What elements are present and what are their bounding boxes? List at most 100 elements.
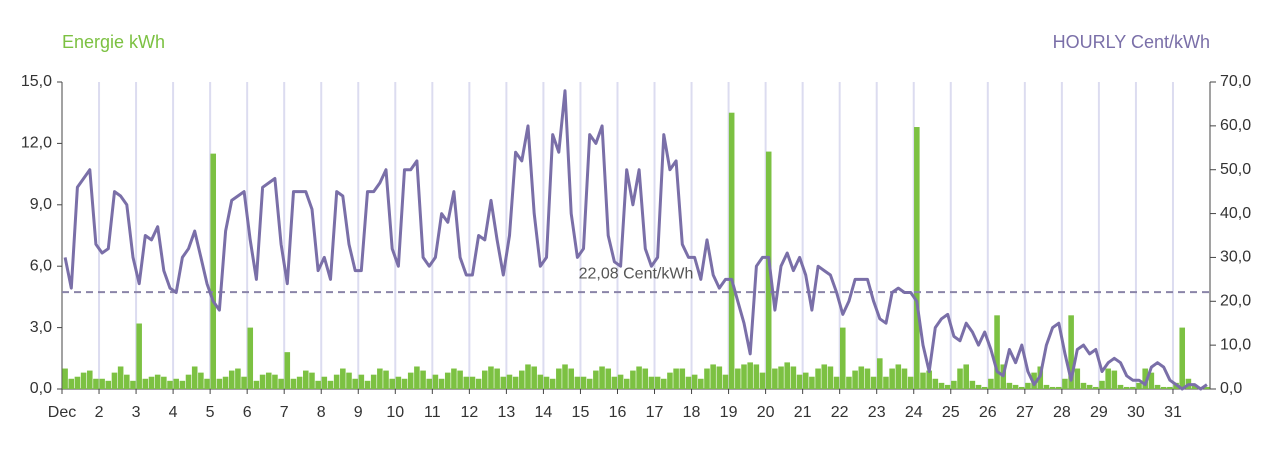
bar [802,372,809,389]
x-tick-label: 12 [460,404,478,421]
x-tick-label: 15 [572,404,590,421]
bar [340,368,346,389]
x-tick-label: Dec [48,404,76,421]
x-tick-label: 7 [280,404,289,421]
bar [1074,368,1081,389]
bar [198,372,204,389]
bar [105,380,112,389]
bar [1167,386,1173,389]
bar [327,380,334,389]
bar [62,368,68,389]
bar [1142,368,1148,389]
bar [586,378,593,389]
bar [210,153,217,389]
bar [86,370,93,389]
bar [321,376,328,389]
bar [617,374,624,389]
x-tick-label: 26 [979,404,997,421]
bar [741,364,747,389]
bar [80,372,87,389]
x-tick-label: 21 [794,404,812,421]
y-tick-label: 0,0 [30,380,52,397]
x-tick-label: 11 [424,404,441,421]
bar [191,366,198,389]
bar [296,376,303,389]
bar [1130,386,1136,389]
y-tick-label: 15,0 [21,73,52,90]
bar [1012,384,1019,389]
bar [259,374,266,389]
reference-label: 22,08 Cent/kWh [579,265,694,282]
bar [253,380,260,389]
bar [839,327,846,389]
bar [161,376,167,389]
bar [630,370,636,389]
bar [846,376,852,389]
bar [537,374,544,389]
bar [1006,382,1013,389]
bar [1062,378,1068,389]
bar [883,376,889,389]
bar [500,376,507,389]
bar [241,376,247,389]
y-tick-label: 12,0 [21,135,52,152]
x-tick-label: 13 [497,404,515,421]
bar [784,362,791,389]
bar [938,382,945,389]
bar [303,370,309,389]
bar [636,366,642,389]
bar [154,374,161,389]
bar [370,374,377,389]
bar [346,372,352,389]
bar [1080,382,1087,389]
bar [204,378,210,389]
bar [821,364,828,389]
y2-tick-label: 60,0 [1220,117,1251,134]
bar [1148,372,1155,389]
bar [265,372,272,389]
bar [599,366,605,389]
bar [525,364,531,389]
bar [543,376,550,389]
bar [1025,382,1031,389]
bar [673,368,679,389]
bar [377,368,383,389]
bar [68,378,75,389]
y2-tick-label: 50,0 [1220,161,1251,178]
bar [407,372,414,389]
bar [173,378,179,389]
bar [481,370,488,389]
bar [463,376,470,389]
x-tick-label: 24 [905,404,923,421]
x-tick-label: 22 [831,404,849,421]
bar [914,127,920,389]
bar [593,370,599,389]
bar [1179,327,1186,389]
bar [1191,384,1198,389]
bar [858,366,865,389]
bar [426,378,433,389]
bar [1117,384,1124,389]
bar [1160,386,1167,389]
bar [1086,384,1093,389]
bar [580,376,587,389]
bar [1111,370,1118,389]
bar [852,370,858,389]
bar [284,352,291,389]
bar [957,368,963,389]
bar [1049,386,1056,389]
bar [648,376,655,389]
bar [506,374,513,389]
bar [148,376,155,389]
bar [716,366,723,389]
bar [932,378,939,389]
bar [623,378,630,389]
bar [494,368,500,389]
bar [475,378,482,389]
y-axis-title: Energie kWh [62,32,165,52]
bar [124,374,130,389]
bar [432,374,439,389]
bar [889,368,895,389]
x-tick-label: 17 [646,404,664,421]
